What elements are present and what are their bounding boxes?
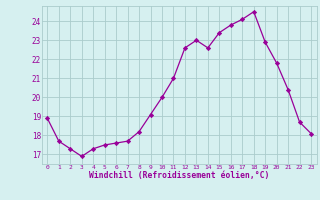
X-axis label: Windchill (Refroidissement éolien,°C): Windchill (Refroidissement éolien,°C): [89, 171, 269, 180]
